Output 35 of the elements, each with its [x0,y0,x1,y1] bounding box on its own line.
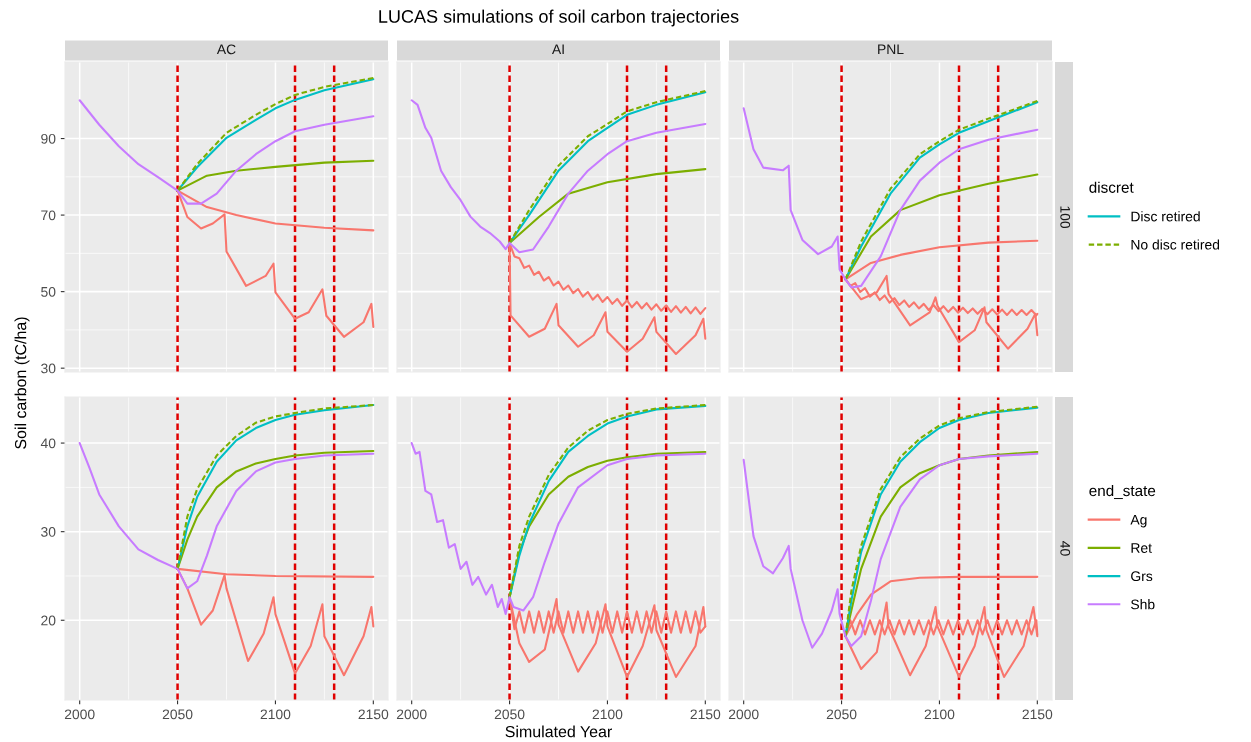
legend-label: Shb [1131,599,1155,610]
y-tick-label: 40 [40,438,56,449]
chart-title: AC [216,44,236,55]
text: LUCAS simulations of soil carbon trajectories [379,9,739,27]
x-tick-label: 2150 [690,709,721,720]
legend-title: end_state [1089,484,1156,500]
x-tick-label: 2100 [592,709,623,720]
chart-title: AI [551,44,564,55]
y-tick-label: 20 [41,615,56,626]
legend-label: Ret [1131,543,1152,553]
y-tick-label: 30 [41,527,56,537]
y-tick-label: 90 [41,133,56,144]
x-tick-label: 2050 [826,709,857,720]
x-axis-title: Simulated Year [505,725,612,738]
legend-label: No disc retired [1131,239,1220,250]
legend-label: Disc retired [1131,211,1200,222]
chart-title: PNL [878,44,904,55]
y-axis-title: Soil carbon (tC/ha) [14,317,30,449]
y2-axis-title: 100 [1060,206,1071,229]
x-tick-label: 2100 [924,709,955,720]
x-tick-label: 2150 [1022,709,1053,720]
legend-title: discret [1089,181,1134,193]
y-tick-label: 30 [41,363,56,374]
y2-axis-title: 40 [1060,541,1071,556]
y-tick-label: 70 [41,210,56,221]
x-tick-label: 2000 [396,709,427,720]
x-tick-label: 2000 [728,709,759,720]
x-tick-label: 2050 [162,709,193,720]
x-tick-label: 2100 [260,709,291,720]
legend-label: Ag [1130,514,1147,528]
legend-label: Grs [1131,571,1153,582]
x-tick-label: 2050 [494,709,525,720]
x-tick-label: 2000 [64,709,95,720]
x-tick-label: 2150 [358,709,389,720]
y-tick-label: 50 [41,286,56,297]
